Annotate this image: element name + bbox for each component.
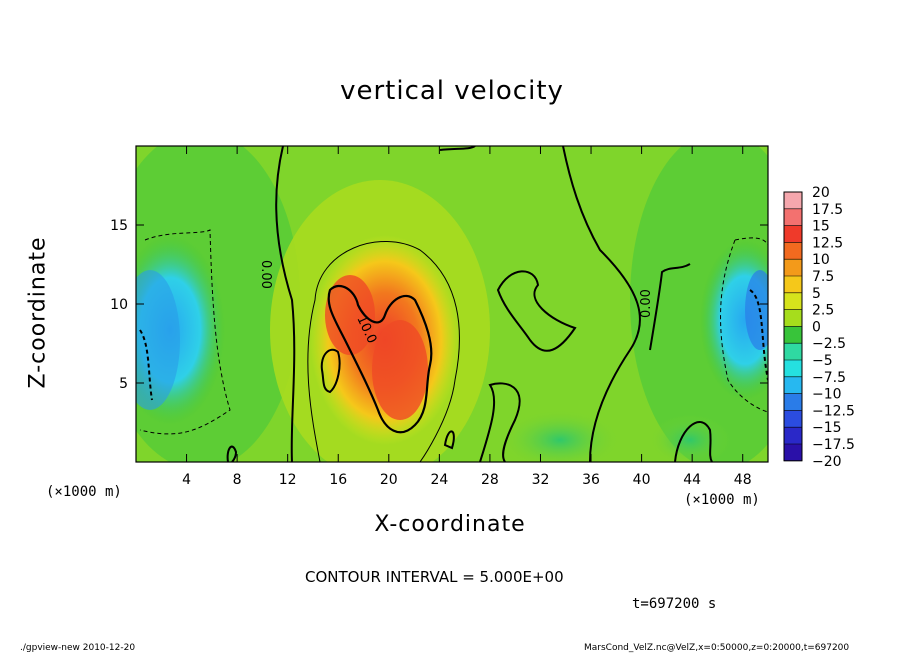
y-tick-label: 10 <box>110 297 128 313</box>
colorbar-label: −12.5 <box>812 403 855 419</box>
colorbar-swatch <box>784 326 802 344</box>
contour-lines <box>139 146 768 462</box>
colorbar-swatch <box>784 242 802 260</box>
colorbar-swatch <box>784 444 802 461</box>
colorbar-swatch <box>784 259 802 276</box>
colorbar-label: 2.5 <box>812 303 834 319</box>
x-axis: 4 8 12 16 20 24 28 32 36 40 44 48 <box>182 146 752 488</box>
x-tick-label: 12 <box>279 472 297 488</box>
colorbar-label: −17.5 <box>812 437 855 453</box>
x-tick-label: 40 <box>633 472 651 488</box>
colorbar-label: 15 <box>812 219 830 235</box>
x-tick-label: 16 <box>329 472 347 488</box>
x-tick-label: 28 <box>481 472 499 488</box>
x-unit-left: (×1000 m) <box>46 484 122 500</box>
colorbar-swatch <box>784 393 802 411</box>
y-axis: 5 10 15 <box>110 218 768 392</box>
colorbar-swatch <box>784 192 802 209</box>
x-unit-right: (×1000 m) <box>684 492 760 508</box>
heatmap-field <box>136 146 768 462</box>
colorbar-label: 12.5 <box>812 235 843 251</box>
colorbar-label: −10 <box>812 387 842 403</box>
colorbar-swatch <box>784 427 802 444</box>
colorbar: 2017.51512.5107.552.50−2.5−5−7.5−10−12.5… <box>783 185 855 470</box>
y-tick-label: 5 <box>119 376 128 392</box>
chart-title: vertical velocity <box>340 76 564 106</box>
colorbar-label: −2.5 <box>812 336 846 352</box>
colorbar-swatch <box>784 309 802 327</box>
colorbar-swatch <box>784 343 802 360</box>
colorbar-label: 7.5 <box>812 269 834 285</box>
colorbar-label: 5 <box>812 286 821 302</box>
colorbar-swatch <box>784 410 802 428</box>
x-axis-label: X-coordinate <box>374 512 526 537</box>
contour-interval: CONTOUR INTERVAL = 5.000E+00 <box>305 568 564 586</box>
colorbar-label: 10 <box>812 252 830 268</box>
colorbar-swatch <box>784 292 802 310</box>
x-tick-label: 32 <box>532 472 550 488</box>
y-tick-label: 15 <box>110 218 128 234</box>
colorbar-swatch <box>784 376 802 394</box>
x-tick-label: 44 <box>683 472 701 488</box>
x-tick-label: 8 <box>233 472 242 488</box>
colorbar-swatch <box>784 208 802 226</box>
colorbar-swatch <box>784 360 802 377</box>
colorbar-label: −20 <box>812 454 842 470</box>
colorbar-label: −15 <box>812 420 842 436</box>
x-tick-label: 20 <box>380 472 398 488</box>
colorbar-label: −5 <box>812 353 833 369</box>
x-tick-label: 4 <box>182 472 191 488</box>
x-tick-label: 36 <box>582 472 600 488</box>
colorbar-swatch <box>784 225 802 243</box>
colorbar-label: 0 <box>812 319 821 335</box>
contour-label: 0.00 <box>258 260 273 289</box>
colorbar-label: 17.5 <box>812 202 843 218</box>
time-label: t=697200 s <box>632 596 717 612</box>
footer-left: ./gpview-new 2010-12-20 <box>20 643 136 653</box>
x-tick-label: 48 <box>734 472 752 488</box>
colorbar-swatch <box>784 276 802 293</box>
colorbar-label: −7.5 <box>812 370 846 386</box>
y-axis-label: Z-coordinate <box>25 236 51 389</box>
contour-label: 0.00 <box>639 289 654 318</box>
x-tick-label: 24 <box>430 472 448 488</box>
footer-right: MarsCond_VelZ.nc@VelZ,x=0:50000,z=0:2000… <box>584 643 850 653</box>
colorbar-label: 20 <box>812 185 830 201</box>
